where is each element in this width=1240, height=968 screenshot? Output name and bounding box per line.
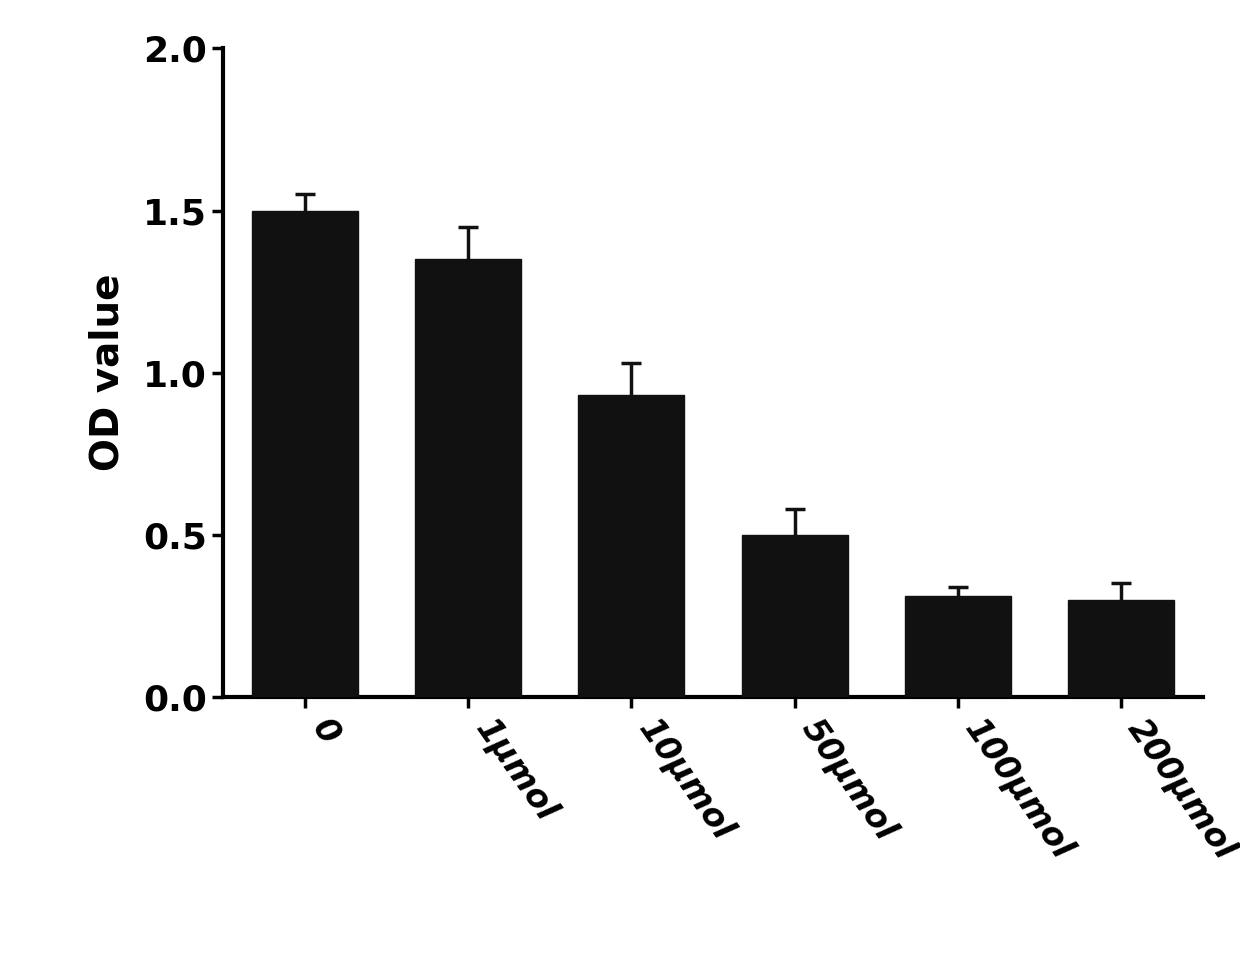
Bar [578, 395, 684, 697]
Bar [1068, 599, 1174, 697]
Y-axis label: OD value: OD value [89, 274, 126, 471]
Bar [415, 259, 521, 697]
Bar [252, 210, 358, 697]
Bar [905, 596, 1011, 697]
Bar [742, 534, 848, 697]
